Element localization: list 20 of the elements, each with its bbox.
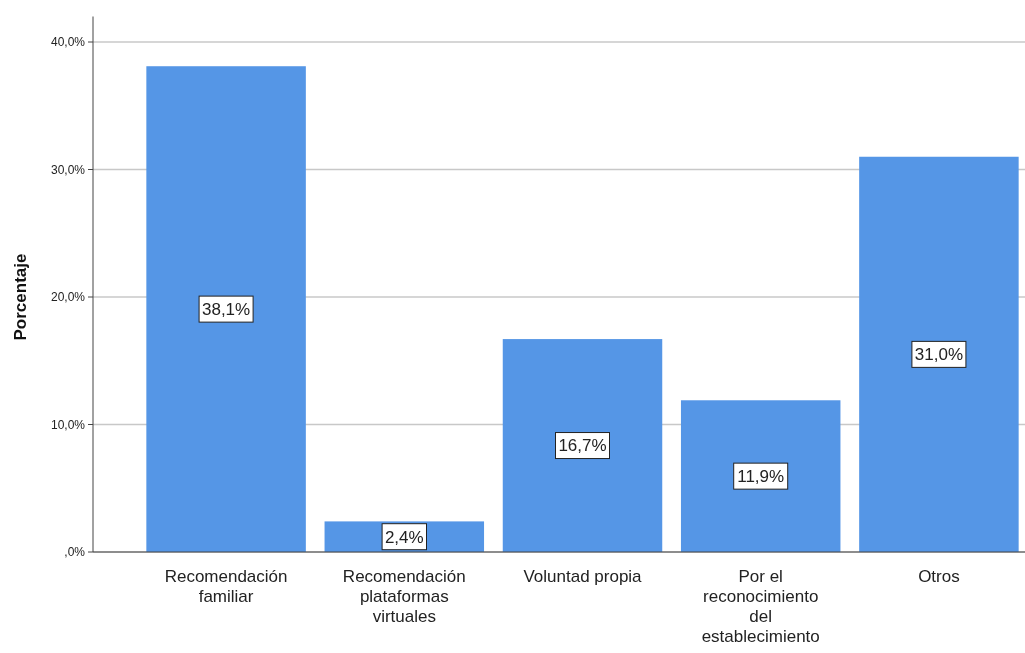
y-tick-label: 20,0%: [50, 290, 86, 305]
x-tick-label: Otros: [918, 567, 960, 586]
y-tick-label: 40,0%: [50, 35, 86, 50]
y-tick-label: 10,0%: [50, 417, 86, 432]
x-tick-label: Por el reconocimiento del establecimiento: [701, 567, 820, 646]
data-label: 38,1%: [201, 300, 251, 320]
x-tick-label: Voluntad propia: [523, 567, 643, 586]
x-tick-label: Recomendación familiar: [164, 567, 288, 606]
data-label: 11,9%: [737, 467, 785, 487]
x-tick-label: Recomendación plataformas virtuales: [342, 567, 466, 626]
bar: [502, 339, 663, 552]
bar: [680, 400, 841, 552]
bar: [146, 66, 306, 552]
data-label: 31,0%: [914, 345, 964, 365]
data-label: 16,7%: [558, 436, 607, 456]
y-tick-label: 30,0%: [50, 162, 86, 177]
y-tick-label: ,0%: [64, 545, 86, 560]
bar: [859, 156, 1019, 552]
y-axis-title: Porcentaje: [11, 253, 30, 341]
data-label: 2,4%: [384, 527, 424, 547]
